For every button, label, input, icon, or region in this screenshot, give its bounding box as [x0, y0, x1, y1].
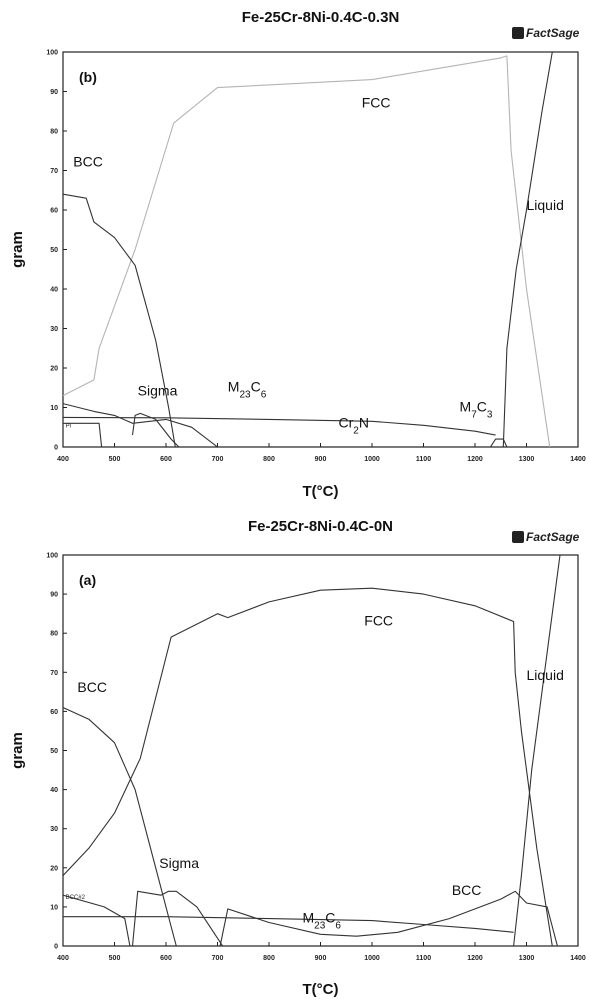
- phase-label-fcc: FCC: [364, 612, 393, 628]
- x-tick-label: 400: [57, 955, 69, 962]
- chart-panel-a: Fe-25Cr-8Ni-0.4C-0N FactSage 0 10 20 30 40 50 60…: [9, 518, 586, 998]
- phase-label-liquid: Liquid: [527, 667, 564, 683]
- series-line-pi: [63, 422, 103, 447]
- x-tick-label: 900: [315, 456, 327, 463]
- chart-title: Fe-25Cr-8Ni-0.4C-0.3N: [242, 9, 400, 26]
- y-tick-label: 90: [50, 592, 58, 599]
- x-tick-label: 500: [109, 456, 121, 463]
- series-group: [63, 555, 561, 946]
- y-tick-label: 70: [50, 168, 58, 175]
- phase-label-m23c6: M23C6: [302, 910, 341, 932]
- y-tick-label: 60: [50, 709, 58, 716]
- series-line-m23c6: [63, 916, 514, 933]
- phase-label-cr2n: Cr2N: [339, 414, 369, 436]
- y-tick-label: 0: [54, 944, 58, 951]
- phase-label-m23c6: M23C6: [228, 379, 267, 401]
- series-line-sigma: [131, 412, 180, 447]
- phase-label-pi: Pi: [66, 423, 71, 429]
- phase-label-sigma: Sigma: [159, 855, 199, 871]
- svg-text:FactSage: FactSage: [526, 26, 580, 40]
- phase-label-bcc: BCC: [77, 679, 107, 695]
- x-tick-label: 1000: [364, 955, 380, 962]
- panel-label: (b): [79, 69, 97, 85]
- y-tick-label: 80: [50, 129, 58, 136]
- y-tick-label: 40: [50, 287, 58, 294]
- x-tick-label: 1400: [570, 955, 586, 962]
- x-tick-label: 1100: [416, 456, 431, 463]
- series-line-bcc: [63, 706, 177, 946]
- x-tick-label: 700: [212, 955, 224, 962]
- x-tick-label: 1200: [467, 456, 483, 463]
- y-tick-label: 70: [50, 670, 58, 677]
- y-tick-label: 80: [50, 631, 58, 638]
- y-axis-label: gram: [9, 231, 26, 268]
- factsage-logo: FactSage: [512, 530, 580, 544]
- panel-label: (a): [79, 572, 96, 588]
- y-axis-label: gram: [9, 732, 26, 769]
- factsage-logo: FactSage: [512, 26, 580, 40]
- series-group: [63, 52, 553, 447]
- series-line-m7c3: [489, 438, 508, 447]
- y-tick-label: 50: [50, 748, 58, 755]
- y-tick-label: 60: [50, 208, 58, 215]
- series-line-sigma: [131, 890, 224, 946]
- x-axis-label: T(°C): [303, 483, 339, 500]
- series-line-liquid: [513, 555, 561, 946]
- x-tick-label: 800: [263, 456, 275, 463]
- series-line-bcc: [63, 193, 176, 447]
- y-tick-label: 10: [50, 904, 58, 911]
- y-tick-label: 100: [46, 50, 58, 57]
- phase-label-bcc-2: BCC#2: [66, 895, 86, 901]
- x-axis-label: T(°C): [303, 981, 339, 998]
- x-tick-label: 1000: [364, 456, 380, 463]
- y-tick-label: 30: [50, 326, 58, 333]
- y-tick-label: 0: [54, 445, 58, 452]
- phase-label-fcc: FCC: [362, 94, 391, 110]
- y-tick-label: 100: [46, 553, 58, 560]
- svg-text:FactSage: FactSage: [526, 530, 580, 544]
- y-tick-label: 20: [50, 366, 58, 373]
- x-tick-label: 1100: [416, 955, 431, 962]
- y-tick-label: 10: [50, 405, 58, 412]
- plot-area: [62, 554, 579, 947]
- x-tick-label: 600: [160, 456, 172, 463]
- series-line-bcc-2: [63, 894, 131, 946]
- chart-title: Fe-25Cr-8Ni-0.4C-0N: [248, 518, 393, 535]
- x-tick-label: 700: [212, 456, 224, 463]
- series-line-m23c6: [63, 416, 496, 436]
- x-tick-label: 400: [57, 456, 69, 463]
- x-tick-label: 1300: [519, 955, 535, 962]
- chart-panel-b: Fe-25Cr-8Ni-0.4C-0.3N FactSage 0 10 20 30 40 50…: [9, 9, 586, 500]
- series-line-cr2n: [63, 403, 218, 447]
- y-tick-label: 90: [50, 89, 58, 96]
- phase-label-bcc: BCC: [73, 154, 103, 170]
- x-tick-label: 500: [109, 955, 121, 962]
- x-tick-label: 1300: [519, 456, 535, 463]
- phase-label-bcc: BCC: [452, 882, 482, 898]
- x-tick-label: 600: [160, 955, 172, 962]
- x-tick-label: 900: [315, 955, 327, 962]
- y-tick-label: 50: [50, 247, 58, 254]
- series-line-bcc: [219, 890, 558, 946]
- y-tick-label: 40: [50, 787, 58, 794]
- phase-label-liquid: Liquid: [527, 197, 564, 213]
- plot-area: [62, 51, 579, 448]
- x-tick-label: 800: [263, 955, 275, 962]
- x-tick-label: 1200: [467, 955, 483, 962]
- series-line-liquid: [502, 52, 553, 447]
- y-tick-label: 20: [50, 865, 58, 872]
- phase-label-sigma: Sigma: [138, 383, 178, 399]
- series-line-fcc: [63, 587, 553, 946]
- x-tick-label: 1400: [570, 456, 586, 463]
- y-tick-label: 30: [50, 826, 58, 833]
- series-line-fcc: [63, 55, 551, 447]
- phase-label-m7c3: M7C3: [460, 398, 493, 420]
